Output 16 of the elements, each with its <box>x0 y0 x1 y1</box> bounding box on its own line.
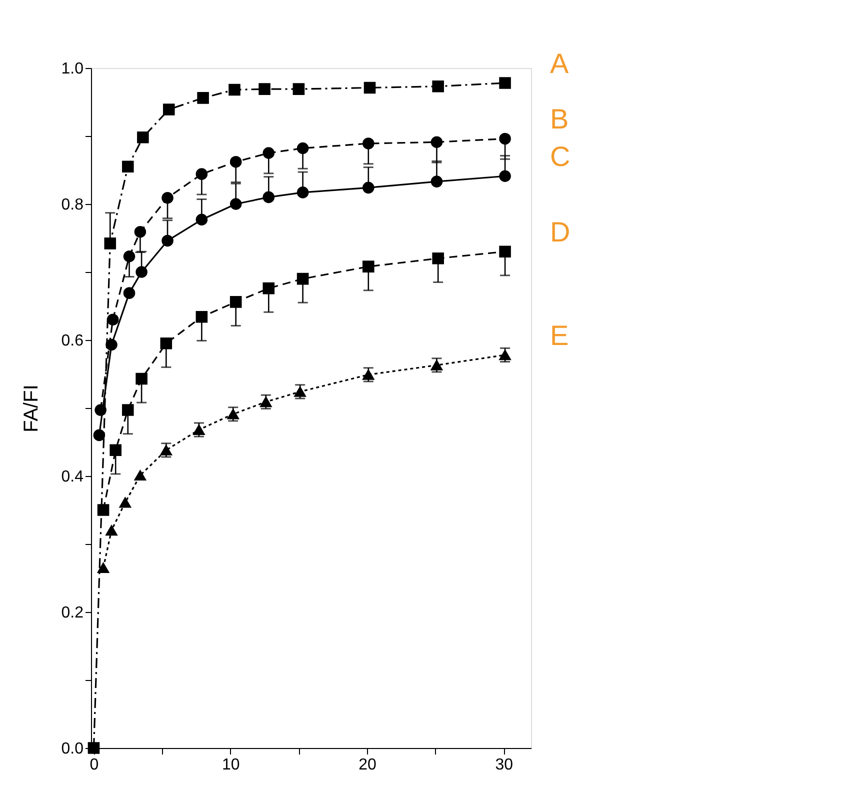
y-tick-label: 0.6 <box>61 332 84 350</box>
x-tick-label: 0 <box>90 756 99 774</box>
series-label: A <box>550 48 570 79</box>
y-tick-label: 1.0 <box>61 60 84 78</box>
y-tick-label: 0.2 <box>61 604 84 622</box>
x-tick-label: 30 <box>495 756 514 774</box>
x-tick-label: 10 <box>222 756 240 774</box>
y-tick-label: 0.8 <box>61 196 84 214</box>
y-tick-label: 0.0 <box>61 740 84 758</box>
series-label: E <box>550 320 569 351</box>
y-tick-label: 0.4 <box>61 468 84 486</box>
series-label: C <box>550 141 570 172</box>
series-label: B <box>550 104 569 135</box>
y-axis-title: FA/FI <box>20 384 42 432</box>
x-tick-label: 20 <box>358 756 377 774</box>
series-label: D <box>550 216 570 248</box>
